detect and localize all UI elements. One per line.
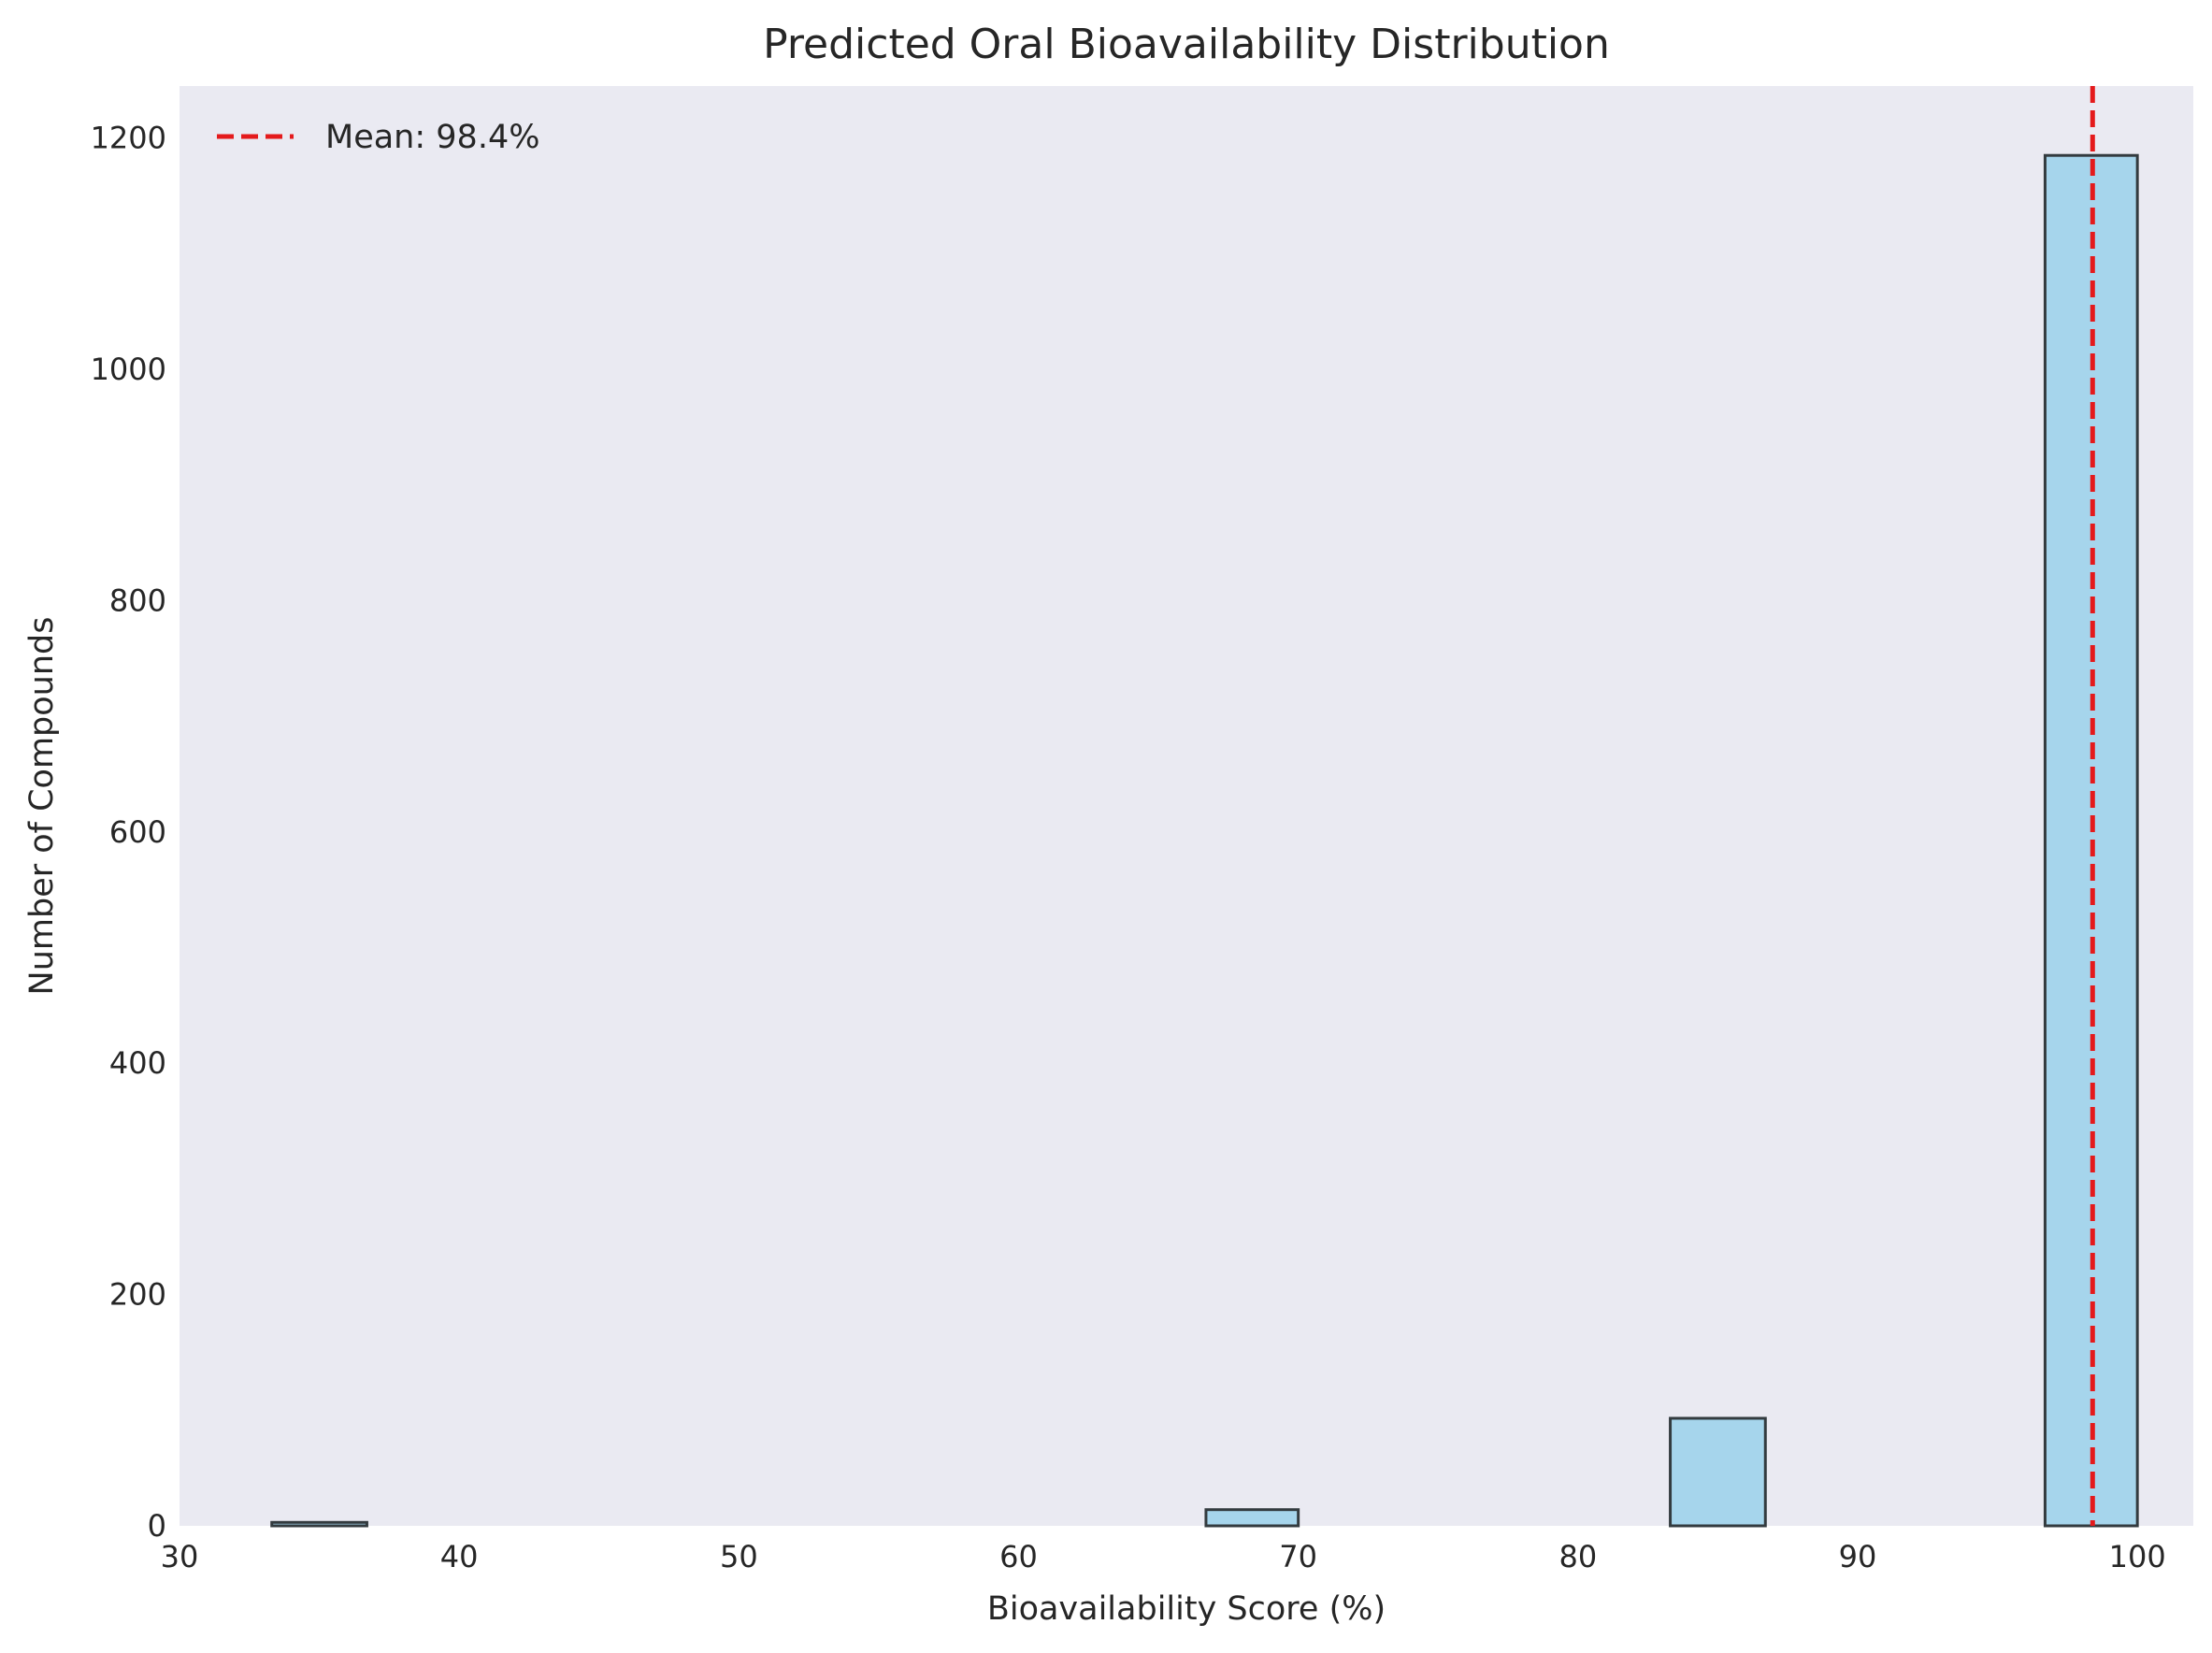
legend: Mean: 98.4% bbox=[217, 119, 539, 156]
legend-mean-label: Mean: 98.4% bbox=[325, 119, 539, 156]
x-tick-label: 60 bbox=[999, 1539, 1038, 1574]
chart-title: Predicted Oral Bioavailability Distribut… bbox=[763, 21, 1610, 68]
x-tick-label: 90 bbox=[1839, 1539, 1877, 1574]
x-axis-ticks: 30 40 50 60 70 80 90 100 bbox=[161, 1539, 2166, 1574]
histogram-bar-2 bbox=[1669, 1416, 1767, 1528]
x-tick-label: 50 bbox=[720, 1539, 758, 1574]
y-tick-label: 0 bbox=[148, 1508, 166, 1544]
x-tick-label: 30 bbox=[161, 1539, 199, 1574]
y-axis-label: Number of Compounds bbox=[23, 617, 61, 996]
y-axis-ticks: 0 200 400 600 800 1000 1200 bbox=[91, 121, 166, 1544]
x-tick-label: 80 bbox=[1558, 1539, 1597, 1574]
y-tick-label: 200 bbox=[109, 1277, 166, 1313]
y-tick-label: 1200 bbox=[91, 121, 166, 156]
x-tick-label: 100 bbox=[2109, 1539, 2166, 1574]
x-tick-label: 40 bbox=[440, 1539, 479, 1574]
histogram-bar-1 bbox=[1204, 1508, 1300, 1528]
y-tick-label: 1000 bbox=[91, 352, 166, 387]
y-tick-label: 400 bbox=[109, 1045, 166, 1081]
y-tick-label: 600 bbox=[109, 814, 166, 850]
histogram-bar-0 bbox=[270, 1520, 368, 1528]
y-tick-label: 800 bbox=[109, 582, 166, 618]
x-tick-label: 70 bbox=[1279, 1539, 1317, 1574]
plot-area bbox=[180, 86, 2193, 1526]
x-axis-label: Bioavailability Score (%) bbox=[987, 1590, 1386, 1628]
